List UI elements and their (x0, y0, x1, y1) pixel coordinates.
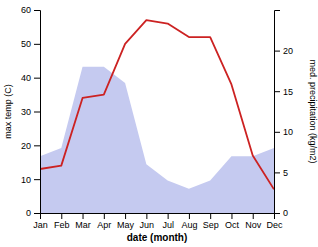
tick-mark (34, 44, 40, 45)
axis-line (275, 11, 281, 214)
tick: 10 (274, 127, 293, 137)
y-axis-title: max temp (C) (3, 84, 13, 139)
tick: May (117, 213, 135, 230)
tick: 15 (274, 87, 293, 97)
tick-label: Mar (75, 220, 91, 230)
tick: Oct (225, 213, 240, 230)
tick-mark (40, 213, 41, 219)
tick-mark (168, 213, 169, 219)
plot-area (40, 20, 274, 213)
axis-line (41, 214, 275, 220)
tick: 10 (21, 175, 40, 185)
tick-label: Aug (181, 220, 197, 230)
tick: Sep (203, 213, 219, 230)
tick-mark (274, 51, 280, 52)
tick-mark (34, 179, 40, 180)
tick-label: Sep (203, 220, 219, 230)
tick-label: Nov (245, 220, 262, 230)
tick-label: Dec (266, 220, 283, 230)
tick: 0 (274, 208, 288, 218)
tick-label: 15 (283, 87, 293, 97)
tick-mark (61, 213, 62, 219)
tick-mark (34, 78, 40, 79)
tick-label: May (117, 220, 135, 230)
chart-svg: 010203040506005101520JanFebMarAprMayJunJ… (0, 0, 318, 247)
tick: 60 (21, 5, 40, 15)
tick-label: Feb (54, 220, 70, 230)
tick: 0 (26, 208, 40, 218)
tick-label: 5 (283, 168, 288, 178)
tick-label: Oct (225, 220, 240, 230)
tick-label: Jan (33, 220, 48, 230)
tick-mark (34, 213, 40, 214)
tick: Dec (266, 213, 283, 230)
tick-mark (231, 213, 232, 219)
tick-mark (274, 91, 280, 92)
tick-mark (83, 213, 84, 219)
tick-label: 60 (21, 5, 31, 15)
tick-mark (34, 10, 40, 11)
tick-label: Jun (140, 220, 155, 230)
tick: 5 (274, 168, 288, 178)
axis-line (34, 11, 41, 214)
tick: Feb (54, 213, 70, 230)
area (40, 67, 274, 213)
tick-label: 50 (21, 39, 31, 49)
tick: Jul (162, 213, 174, 230)
tick: Mar (75, 213, 91, 230)
tick-mark (253, 213, 254, 219)
tick-label: 10 (283, 127, 293, 137)
tick: 30 (21, 107, 40, 117)
y-axis: 0 10 20 30 40 50 60 (21, 5, 41, 218)
y2-axis-title: med. precipitation (kg/m2) (308, 59, 318, 163)
tick-label: 40 (21, 73, 31, 83)
tick-mark (274, 132, 280, 133)
tick: Nov (245, 213, 262, 230)
tick: 50 (21, 39, 40, 49)
tick-mark (189, 213, 190, 219)
tick-label: 0 (26, 208, 31, 218)
tick-mark (104, 213, 105, 219)
tick-mark (274, 172, 280, 173)
chart-container: 010203040506005101520JanFebMarAprMayJunJ… (0, 0, 318, 247)
tick-label: 20 (283, 46, 293, 56)
tick: Apr (97, 213, 111, 230)
tick-mark (34, 112, 40, 113)
tick-label: Apr (97, 220, 111, 230)
tick-label: 0 (283, 208, 288, 218)
tick: Aug (181, 213, 197, 230)
tick: Jun (140, 213, 155, 230)
x-axis: Jan Feb Mar Apr May Jun Jul Aug Sep Oct Nov Dec (33, 213, 283, 230)
tick-mark (125, 213, 126, 219)
tick: Jan (33, 213, 48, 230)
tick-mark (210, 213, 211, 219)
tick-mark (146, 213, 147, 219)
plot-root: 010203040506005101520JanFebMarAprMayJunJ… (21, 5, 293, 230)
x-axis-title: date (month) (127, 232, 188, 243)
tick-label: 20 (21, 141, 31, 151)
tick-mark (34, 145, 40, 146)
tick-mark (274, 213, 275, 219)
tick-label: 10 (21, 175, 31, 185)
y2-axis: 0 5 10 15 20 (274, 11, 293, 219)
tick: 40 (21, 73, 40, 83)
tick-label: 30 (21, 107, 31, 117)
tick-label: Jul (162, 220, 174, 230)
tick: 20 (21, 141, 40, 151)
line (40, 20, 274, 189)
tick: 20 (274, 46, 293, 56)
